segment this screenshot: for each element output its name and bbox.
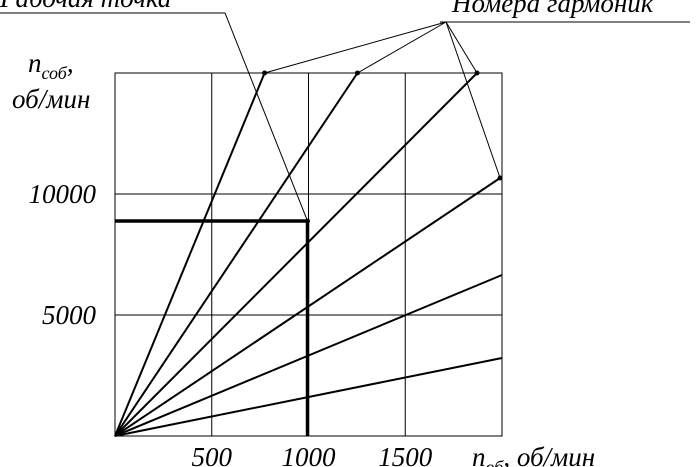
x-tick-label: 500 <box>192 442 233 467</box>
harmonic-line <box>114 72 478 437</box>
leader-line <box>264 21 447 74</box>
x-tick-label: 1000 <box>282 442 337 467</box>
axis-symbol: n <box>472 442 486 467</box>
line-end <box>354 70 360 76</box>
y-tick-label: 5000 <box>42 300 97 330</box>
leader-line <box>357 21 447 74</box>
y-tick-label: 10000 <box>29 179 97 209</box>
operating-point-label: Рабочая точка <box>0 0 171 13</box>
axis-suffix: , <box>67 48 74 78</box>
line-end <box>497 175 503 181</box>
y-axis-unit: об/мин <box>12 84 90 114</box>
axis-subscript: об <box>486 457 505 467</box>
harmonic-line <box>114 72 359 437</box>
x-tick-label: 1500 <box>378 442 433 467</box>
line-end <box>262 70 268 76</box>
line-end <box>474 70 480 76</box>
leader-line <box>445 21 501 179</box>
axis-subscript: соб <box>42 63 68 83</box>
axis-symbol: n <box>28 48 42 78</box>
leader-line <box>0 12 308 222</box>
axis-suffix: , об/мин <box>503 442 595 467</box>
leader-line <box>445 21 478 74</box>
harmonics-label: Номера гармоник <box>451 0 654 18</box>
x-axis-label: nоб, об/мин <box>472 442 595 467</box>
harmonic-line <box>114 72 266 437</box>
y-axis-label: nсоб, <box>28 48 74 83</box>
